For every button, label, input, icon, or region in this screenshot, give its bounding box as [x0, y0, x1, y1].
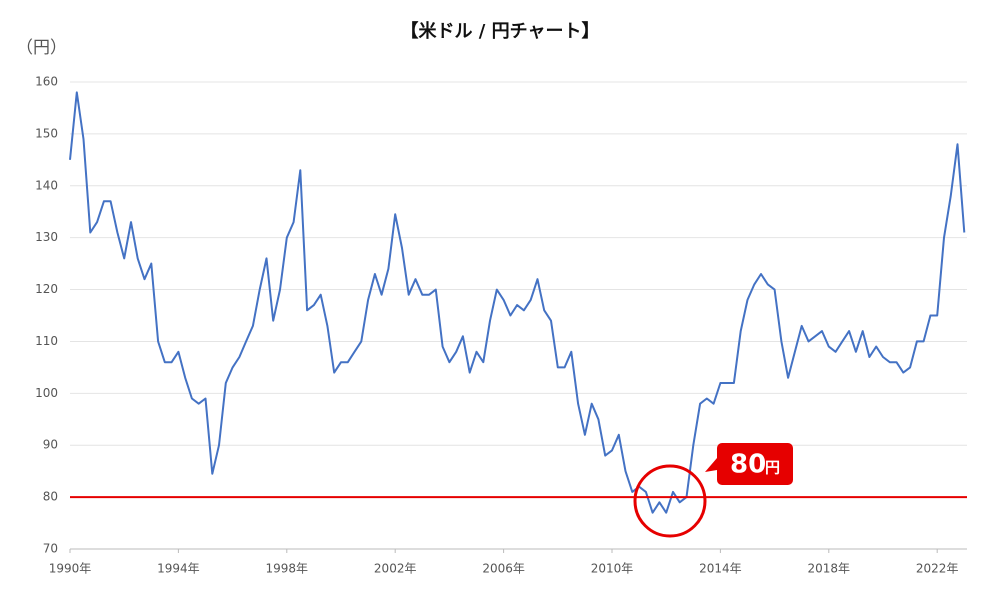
y-tick-label: 120	[35, 282, 58, 296]
highlight-circle	[633, 464, 707, 538]
y-tick-label: 80	[43, 490, 58, 504]
x-tick-label: 2022年	[916, 562, 959, 576]
y-tick-label: 110	[35, 334, 58, 348]
x-tick-label: 1998年	[266, 562, 309, 576]
y-tick-label: 160	[35, 75, 58, 89]
y-tick-label: 70	[43, 542, 58, 556]
callout-unit: 円	[765, 459, 780, 477]
y-axis-label: （円）	[16, 38, 67, 58]
annotation: 80 円	[633, 443, 793, 538]
x-tick-label: 1990年	[49, 562, 92, 576]
y-tick-label: 90	[43, 438, 58, 452]
y-tick-label: 150	[35, 126, 58, 140]
callout-box	[705, 443, 793, 485]
callout-value: 80	[730, 450, 766, 480]
y-tick-label: 100	[35, 386, 58, 400]
y-tick-label: 130	[35, 230, 58, 244]
y-tick-label: 140	[35, 178, 58, 192]
x-tick-label: 1994年	[157, 562, 200, 576]
chart-title: 【米ドル / 円チャート】	[401, 20, 600, 42]
x-tick-label: 2018年	[808, 562, 851, 576]
x-tick-label: 2006年	[482, 562, 525, 576]
series-line	[69, 91, 966, 514]
x-tick-label: 2014年	[699, 562, 742, 576]
plot-area: 70 80 90 100 110 120 130 140 150 160 1990年 1994年 199…	[35, 75, 967, 576]
x-tick-label: 2002年	[374, 562, 417, 576]
x-tick-label: 2010年	[591, 562, 634, 576]
